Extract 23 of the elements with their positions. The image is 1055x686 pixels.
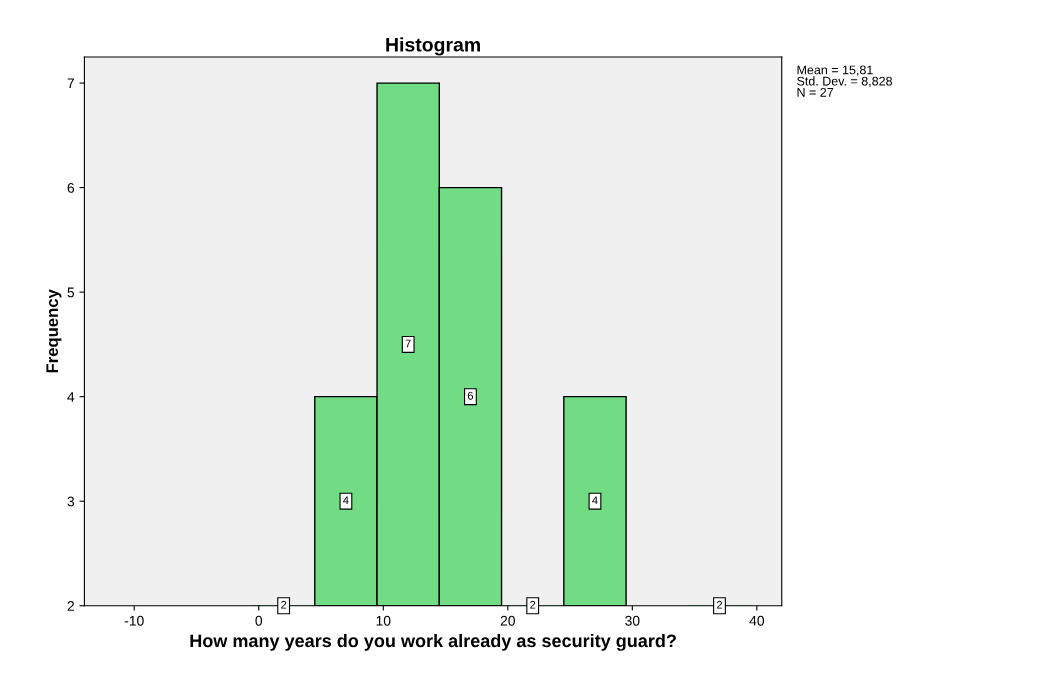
data-label: 4 (343, 496, 349, 505)
x-tick-label: 20 (500, 615, 515, 626)
data-label: 2 (530, 600, 536, 609)
x-tick-label: 10 (376, 615, 391, 626)
data-label: 6 (467, 391, 474, 400)
y-tick-label: 3 (67, 496, 75, 507)
y-tick-label: 5 (67, 287, 75, 298)
x-axis-title: How many years do you work already as security guard? (190, 633, 676, 651)
x-tick-label: -10 (124, 615, 144, 626)
chart-title: Histogram (386, 37, 480, 56)
x-tick-label: 0 (255, 615, 263, 626)
y-axis-title: Frequency (46, 289, 62, 373)
y-tick-label: 4 (67, 392, 75, 402)
text: Mean = 15,81 Std. Dev. = 8,828 N = 27 (797, 65, 892, 97)
y-tick-label: 7 (67, 78, 74, 89)
y-tick-label: 2 (67, 601, 74, 611)
data-label: 2 (716, 600, 723, 609)
y-tick-label: 6 (67, 182, 75, 193)
data-label: 7 (405, 339, 411, 348)
data-label: 2 (281, 600, 287, 609)
x-tick-label: 30 (625, 615, 640, 626)
data-label: 4 (592, 496, 598, 505)
x-tick-label: 40 (749, 615, 765, 626)
